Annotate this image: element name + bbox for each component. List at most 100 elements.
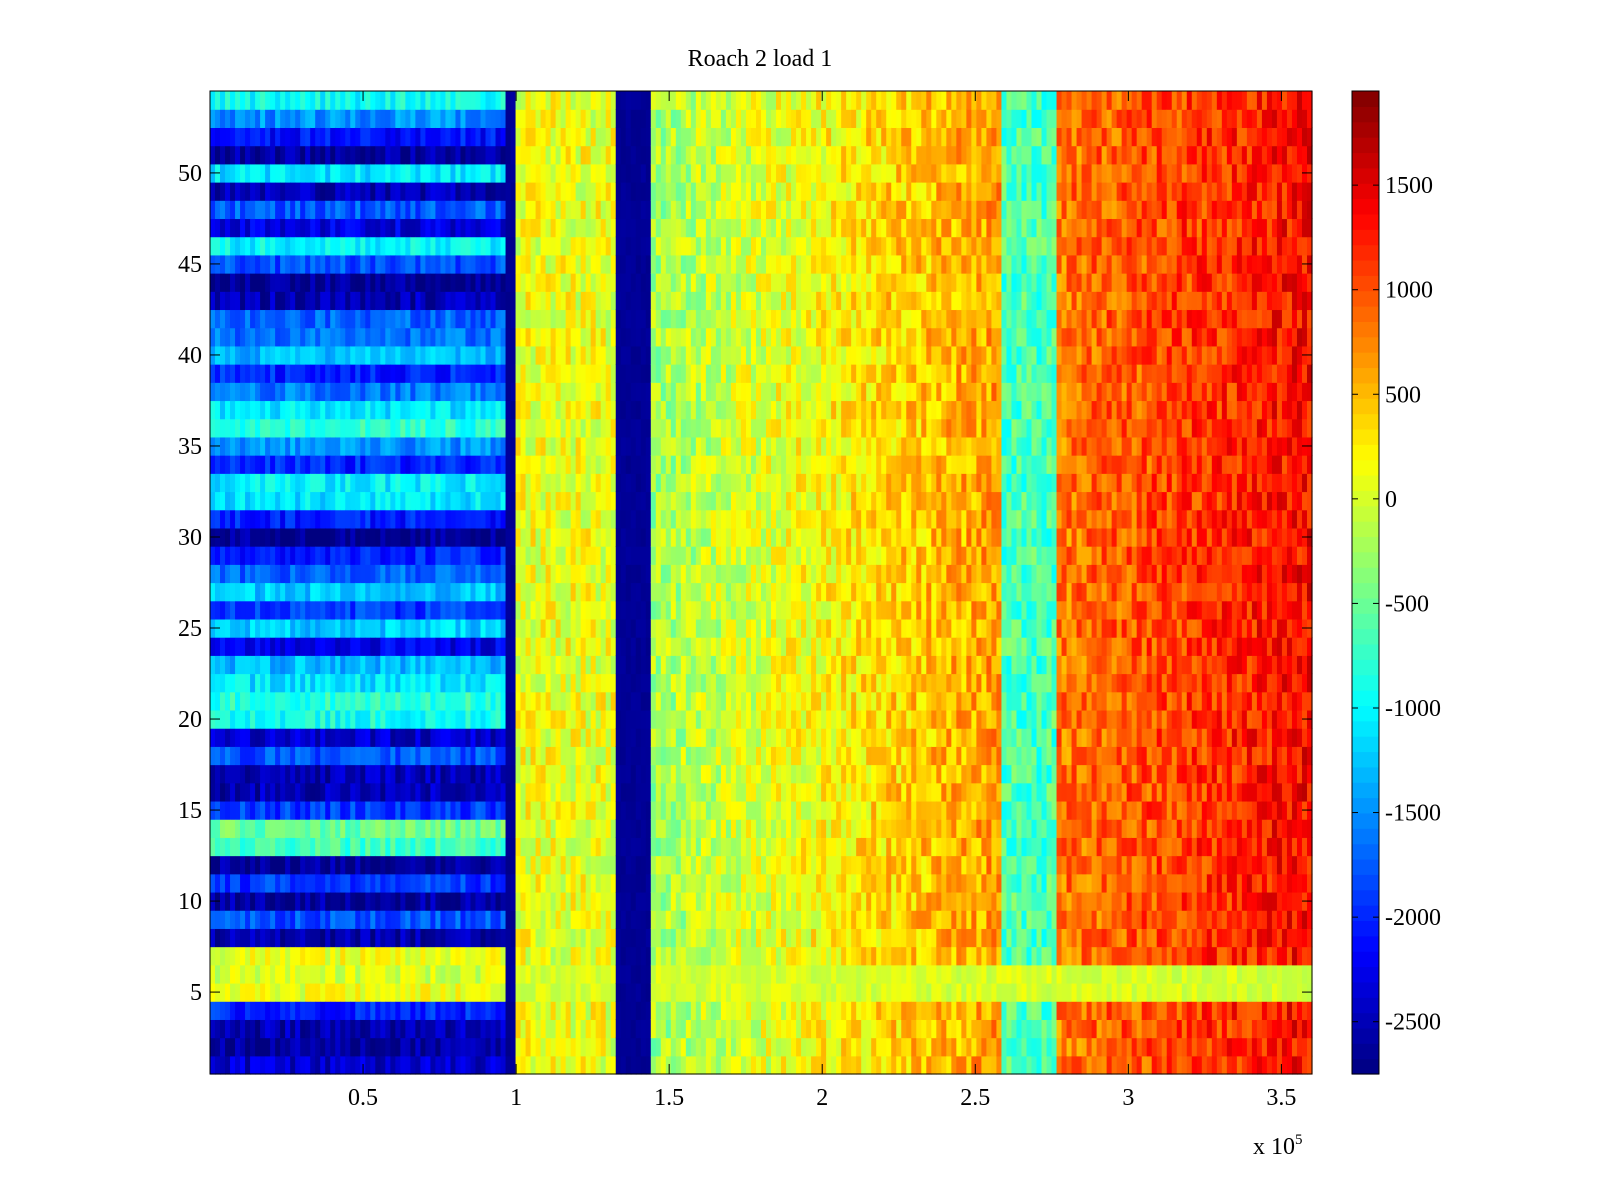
heatmap-cell	[330, 236, 336, 256]
heatmap-cell	[520, 327, 527, 347]
heatmap-cell	[230, 218, 236, 238]
heatmap-cell	[665, 491, 672, 511]
heatmap-cell	[280, 891, 286, 911]
heatmap-cell	[615, 637, 622, 656]
heatmap-cell	[660, 273, 667, 292]
heatmap-cell	[495, 910, 502, 929]
heatmap-cell	[470, 109, 477, 128]
heatmap-cell	[570, 91, 577, 110]
heatmap-cell	[605, 400, 612, 420]
heatmap-cell	[590, 800, 597, 820]
heatmap-cell	[230, 800, 236, 820]
heatmap-cell	[650, 709, 657, 729]
heatmap-cell	[650, 782, 657, 802]
heatmap-cell	[405, 527, 411, 547]
heatmap-cell	[460, 618, 467, 638]
heatmap-cell	[410, 964, 416, 984]
heatmap-cell	[345, 746, 351, 766]
heatmap-cell	[235, 400, 241, 420]
heatmap-cell	[620, 436, 627, 456]
heatmap-cell	[650, 382, 657, 402]
heatmap-cell	[640, 91, 647, 110]
heatmap-cell	[345, 145, 351, 165]
heatmap-cell	[390, 964, 396, 984]
heatmap-cell	[610, 527, 617, 547]
heatmap-cell	[310, 800, 316, 820]
heatmap-cell	[325, 273, 331, 292]
heatmap-cell	[315, 291, 321, 311]
heatmap-cell	[585, 455, 592, 474]
heatmap-cell	[440, 800, 447, 820]
heatmap-cell	[380, 709, 386, 729]
heatmap-cell	[540, 764, 547, 784]
heatmap-cell	[525, 564, 532, 584]
heatmap-cell	[550, 163, 557, 183]
heatmap-cell	[450, 600, 457, 620]
heatmap-cell	[280, 728, 286, 747]
heatmap-cell	[245, 746, 251, 766]
heatmap-cell	[535, 345, 542, 365]
heatmap-cell	[480, 364, 487, 383]
heatmap-cell	[395, 691, 401, 711]
heatmap-cell	[230, 309, 236, 329]
heatmap-cell	[650, 473, 657, 493]
heatmap-cell	[285, 928, 291, 948]
heatmap-cell	[340, 109, 346, 128]
heatmap-cell	[360, 473, 366, 493]
heatmap-cell	[430, 163, 437, 183]
heatmap-cell	[505, 764, 512, 784]
heatmap-cell	[500, 891, 507, 911]
heatmap-cell	[645, 1037, 652, 1057]
heatmap-cell	[610, 436, 617, 456]
heatmap-cell	[480, 673, 487, 693]
heatmap-cell	[300, 855, 306, 875]
heatmap-cell	[330, 709, 336, 729]
heatmap-cell	[435, 182, 442, 201]
heatmap-cell	[320, 618, 326, 638]
heatmap-cell	[635, 436, 642, 456]
heatmap-cell	[360, 746, 366, 766]
heatmap-cell	[395, 455, 401, 474]
heatmap-cell	[295, 400, 301, 420]
heatmap-cell	[325, 964, 331, 984]
heatmap-cell	[395, 145, 401, 165]
heatmap-cell	[470, 1001, 477, 1020]
heatmap-cell	[655, 527, 662, 547]
heatmap-cell	[395, 491, 401, 511]
heatmap-cell	[400, 382, 406, 402]
heatmap-cell	[565, 200, 572, 220]
heatmap-cell	[320, 764, 326, 784]
heatmap-cell	[285, 163, 291, 183]
heatmap-cell	[570, 364, 577, 383]
heatmap-cell	[630, 600, 637, 620]
heatmap-cell	[430, 418, 437, 438]
heatmap-cell	[595, 327, 602, 347]
heatmap-cell	[295, 546, 301, 565]
heatmap-cell	[265, 309, 271, 329]
heatmap-cell	[645, 491, 652, 511]
heatmap-cell	[385, 491, 391, 511]
heatmap-cell	[650, 764, 657, 784]
heatmap-cell	[640, 309, 647, 329]
heatmap-cell	[615, 1001, 622, 1020]
heatmap-cell	[505, 746, 512, 766]
heatmap-cell	[530, 382, 537, 402]
heatmap-cell	[565, 618, 572, 638]
heatmap-cell	[635, 418, 642, 438]
heatmap-cell	[370, 764, 376, 784]
heatmap-cell	[375, 182, 381, 201]
heatmap-cell	[530, 873, 537, 893]
heatmap-cell	[220, 800, 226, 820]
heatmap-cell	[455, 1019, 462, 1039]
heatmap-cell	[385, 509, 391, 529]
heatmap-cell	[440, 436, 447, 456]
heatmap-cell	[595, 982, 602, 1002]
heatmap-cell	[485, 527, 492, 547]
heatmap-cell	[665, 764, 672, 784]
heatmap-cell	[520, 309, 527, 329]
heatmap-cell	[340, 254, 346, 274]
heatmap-cell	[350, 655, 356, 675]
heatmap-cell	[545, 691, 552, 711]
heatmap-cell	[290, 673, 296, 693]
heatmap-cell	[650, 910, 657, 929]
